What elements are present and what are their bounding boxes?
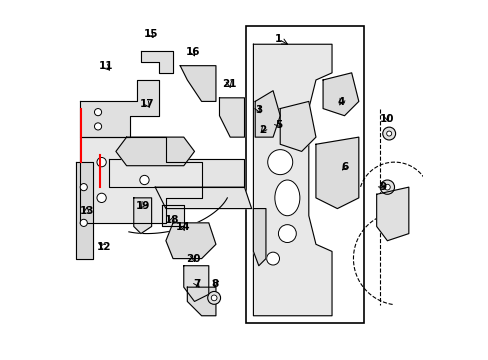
Text: 21: 21	[222, 79, 236, 89]
Circle shape	[97, 193, 106, 203]
Polygon shape	[141, 51, 173, 73]
Text: 11: 11	[99, 62, 113, 71]
Text: 2: 2	[259, 125, 266, 135]
Circle shape	[94, 109, 102, 116]
Text: 15: 15	[143, 29, 158, 39]
Polygon shape	[134, 198, 151, 234]
Polygon shape	[219, 98, 244, 137]
Circle shape	[80, 184, 87, 191]
Circle shape	[266, 252, 279, 265]
Text: 16: 16	[185, 47, 200, 57]
Text: 3: 3	[255, 105, 262, 115]
Text: 20: 20	[186, 253, 201, 264]
Circle shape	[382, 127, 395, 140]
Circle shape	[384, 184, 389, 190]
Polygon shape	[187, 287, 216, 316]
Text: 12: 12	[97, 242, 111, 252]
Circle shape	[207, 292, 220, 304]
Circle shape	[80, 219, 87, 226]
Text: 10: 10	[379, 113, 394, 123]
Circle shape	[380, 180, 394, 194]
Polygon shape	[315, 137, 358, 208]
Text: 18: 18	[165, 215, 179, 225]
Ellipse shape	[274, 180, 299, 216]
Polygon shape	[80, 137, 201, 223]
Text: 6: 6	[340, 162, 347, 172]
Text: 8: 8	[211, 279, 219, 289]
Text: 4: 4	[337, 98, 344, 108]
Circle shape	[94, 123, 102, 130]
Polygon shape	[255, 91, 280, 137]
Polygon shape	[116, 137, 194, 166]
Circle shape	[386, 131, 391, 136]
Polygon shape	[253, 208, 265, 266]
Text: 14: 14	[175, 222, 190, 232]
Text: 19: 19	[135, 201, 150, 211]
Polygon shape	[162, 205, 183, 226]
Polygon shape	[253, 44, 331, 316]
Polygon shape	[165, 223, 216, 258]
Bar	[246, 26, 364, 323]
Circle shape	[97, 157, 106, 167]
Text: 7: 7	[193, 279, 201, 289]
Text: 1: 1	[274, 34, 282, 44]
Text: 17: 17	[140, 99, 154, 109]
Circle shape	[267, 150, 292, 175]
Polygon shape	[80, 80, 159, 137]
Polygon shape	[76, 162, 93, 258]
Polygon shape	[323, 73, 358, 116]
Text: 13: 13	[79, 206, 94, 216]
Polygon shape	[376, 187, 408, 241]
Circle shape	[140, 175, 149, 185]
Polygon shape	[155, 187, 251, 208]
Circle shape	[211, 295, 217, 301]
Text: 9: 9	[379, 182, 386, 192]
Circle shape	[278, 225, 296, 243]
Polygon shape	[108, 158, 244, 187]
Polygon shape	[183, 266, 208, 301]
Polygon shape	[180, 66, 216, 102]
Text: 5: 5	[274, 120, 282, 130]
Polygon shape	[280, 102, 315, 152]
